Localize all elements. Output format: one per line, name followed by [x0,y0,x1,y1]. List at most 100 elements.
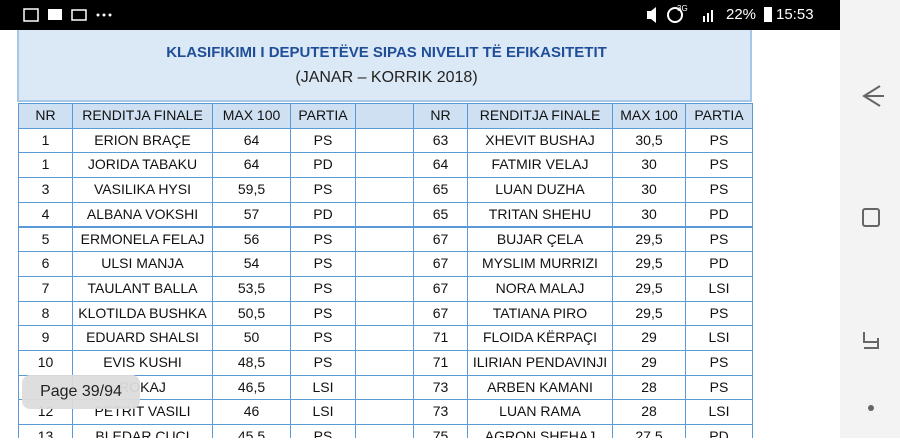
table-cell [355,201,414,228]
table-cell: 45,5 [212,424,291,438]
back-button[interactable] [862,85,884,107]
table-cell: ERMONELA FELAJ [72,226,213,253]
battery-percent: 22% [726,6,757,23]
table-cell [355,374,414,401]
table-cell: 29 [612,350,686,376]
table-cell: PS [290,127,356,154]
table-cell: PS [685,374,753,401]
table-cell: BLEDAR ÇUÇI [72,424,213,438]
table-cell: 10 [18,350,73,376]
table-cell: 30,5 [612,127,686,154]
table-cell: 67 [413,300,468,327]
table-cell: 64 [212,152,291,179]
table-cell: 30 [612,201,686,228]
table-cell: PS [685,350,753,376]
table-cell: 9 [18,325,73,351]
table-cell: TATIANA PIRO [467,300,613,327]
table-cell [355,325,414,351]
recents-button[interactable] [862,208,880,227]
table-cell: PS [290,275,356,302]
table-cell: 64 [413,152,468,179]
table-cell: KLOTILDA BUSHKA [72,300,213,327]
table-cell: 29,5 [612,300,686,327]
table-cell: 29,5 [612,226,686,253]
nav-bar [840,0,900,438]
table-cell [355,300,414,327]
document-view: KLASIFIKIMI I DEPUTETËVE SIPAS NIVELIT T… [0,30,840,438]
table-cell: PS [685,226,753,253]
table-cell: ARBEN KAMANI [467,374,613,401]
table-cell: 56 [212,226,291,253]
table-cell [355,177,414,203]
clock: 15:53 [776,6,814,23]
table-cell: 7 [18,275,73,302]
table-cell: 71 [413,325,468,351]
header-cell: MAX 100 [612,103,686,129]
table-cell: 50,5 [212,300,291,327]
header-cell: PARTIA [290,103,356,129]
table-cell: MYSLIM MURRIZI [467,251,613,277]
header-cell [355,103,414,129]
table-cell: PD [290,201,356,228]
doc-subtitle: (JANAR – KORRIK 2018) [295,69,478,86]
table-cell: JORIDA TABAKU [72,152,213,179]
battery-icon [764,7,772,22]
table-cell [355,424,414,438]
table-cell: PS [290,177,356,203]
table-cell: LSI [685,325,753,351]
table-cell: 29,5 [612,275,686,302]
table-cell: VASILIKA HYSI [72,177,213,203]
table-cell: PS [685,177,753,203]
switch-button[interactable] [863,332,879,349]
table-cell [355,226,414,253]
table-cell: 13 [18,424,73,438]
table-cell: 6 [18,251,73,277]
table-cell: PD [685,251,753,277]
table-cell: ERION BRAÇE [72,127,213,154]
table-cell: PS [685,152,753,179]
table-cell: 59,5 [212,177,291,203]
table-cell: 29,5 [612,251,686,277]
table-cell [355,399,414,426]
table-cell: LUAN RAMA [467,399,613,426]
table-cell: 29 [612,325,686,351]
table-cell: 4 [18,201,73,228]
table-cell: 64 [212,127,291,154]
table-cell [355,127,414,154]
table-cell [355,251,414,277]
table-cell [355,275,414,302]
header-cell: MAX 100 [212,103,291,129]
table-cell: PS [290,424,356,438]
table-cell: 48,5 [212,350,291,376]
notification-icons [23,8,112,22]
table-cell: 27,5 [612,424,686,438]
table-cell: 46 [212,399,291,426]
table-cell: 65 [413,177,468,203]
table-cell: PS [685,300,753,327]
table-cell: PS [290,300,356,327]
table-cell: PS [290,325,356,351]
table-cell [355,152,414,179]
table-cell: 5 [18,226,73,253]
system-icons [647,7,713,23]
table-cell: 67 [413,275,468,302]
table-cell: TAULANT BALLA [72,275,213,302]
table-cell: XHEVIT BUSHAJ [467,127,613,154]
title-box: KLASIFIKIMI I DEPUTETËVE SIPAS NIVELIT T… [17,30,752,102]
table-cell: ALBANA VOKSHI [72,201,213,228]
table-cell: 67 [413,251,468,277]
table-cell: AGRON SHEHAJ [467,424,613,438]
dot [868,405,874,411]
header-cell: NR [18,103,73,129]
header-cell: RENDITJA FINALE [467,103,613,129]
table-cell: BUJAR ÇELA [467,226,613,253]
page-indicator: Page 39/94 [22,375,140,409]
table-cell: LSI [685,275,753,302]
table-cell: EVIS KUSHI [72,350,213,376]
table-cell: FATMIR VELAJ [467,152,613,179]
table-cell: EDUARD SHALSI [72,325,213,351]
table-cell: 65 [413,201,468,228]
table-cell: LSI [290,399,356,426]
header-cell: NR [413,103,468,129]
